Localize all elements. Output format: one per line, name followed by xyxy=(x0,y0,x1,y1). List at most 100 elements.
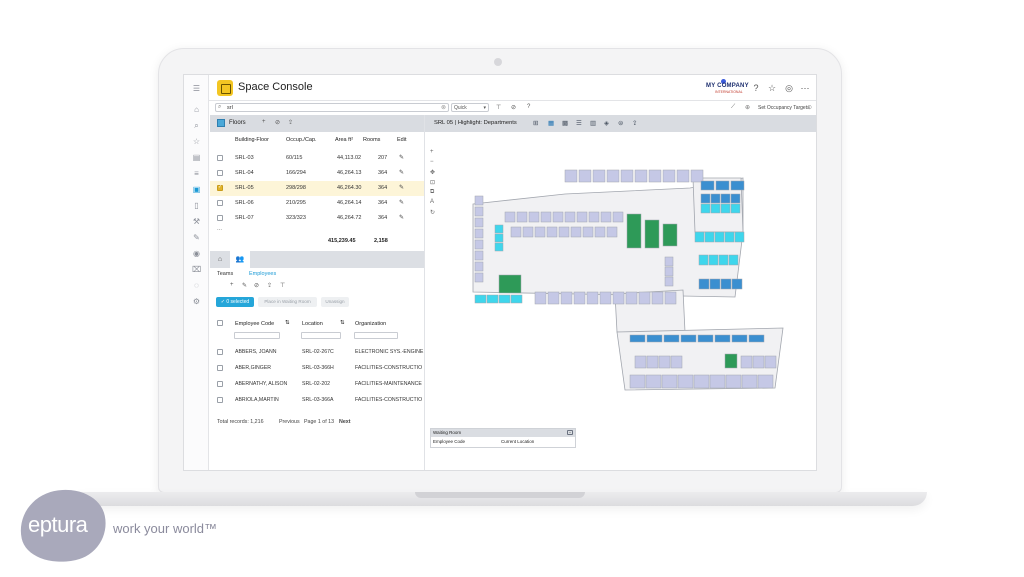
room[interactable] xyxy=(680,334,697,343)
room[interactable] xyxy=(720,193,731,204)
room[interactable] xyxy=(522,226,534,238)
room[interactable] xyxy=(718,254,729,266)
zoom-in-icon[interactable]: + xyxy=(430,149,434,155)
room[interactable] xyxy=(594,226,606,238)
room[interactable] xyxy=(715,180,730,191)
room[interactable] xyxy=(528,211,540,223)
room[interactable] xyxy=(677,374,694,389)
database-icon[interactable]: ⊜ xyxy=(618,120,624,127)
sort-icon[interactable]: ⇅ xyxy=(340,320,345,326)
row-checkbox[interactable] xyxy=(217,215,223,221)
room[interactable] xyxy=(725,374,742,389)
edit-icon[interactable]: ✎ xyxy=(399,200,405,206)
room[interactable] xyxy=(474,206,484,217)
room[interactable] xyxy=(474,239,484,250)
room[interactable] xyxy=(720,203,731,214)
search-input[interactable]: ⌕ srl ⊗ xyxy=(215,103,449,112)
room[interactable] xyxy=(709,278,721,290)
clear-icon[interactable]: ⊘ xyxy=(275,120,281,126)
edit-icon[interactable]: ✎ xyxy=(399,155,405,161)
room[interactable] xyxy=(731,278,743,290)
room[interactable] xyxy=(494,224,504,234)
list-icon[interactable]: ☰ xyxy=(576,120,582,127)
organization-filter[interactable] xyxy=(354,332,398,339)
room[interactable] xyxy=(728,254,739,266)
room[interactable] xyxy=(646,334,663,343)
col-organization[interactable]: Organization xyxy=(355,321,387,327)
room[interactable] xyxy=(612,211,624,223)
room[interactable] xyxy=(764,355,777,369)
add-icon[interactable]: + xyxy=(262,119,266,125)
floor-row[interactable]: SRL-06 210/295 46,264.14 364 ✎ xyxy=(210,196,424,211)
clear-search-icon[interactable]: ⊗ xyxy=(440,105,446,111)
room[interactable] xyxy=(588,211,600,223)
room[interactable] xyxy=(670,355,683,369)
home-icon[interactable]: ⌂ xyxy=(194,105,199,114)
user-icon[interactable]: ◎ xyxy=(785,83,793,93)
room-tiles[interactable] xyxy=(474,169,777,389)
room[interactable] xyxy=(730,193,741,204)
room[interactable] xyxy=(709,374,726,389)
room[interactable] xyxy=(540,211,552,223)
room[interactable] xyxy=(698,278,710,290)
room[interactable] xyxy=(600,211,612,223)
room[interactable] xyxy=(710,193,721,204)
floor-row-selected[interactable]: SRL-05 298/298 46,264.30 364 ✎ xyxy=(210,181,424,196)
minimize-icon[interactable]: − xyxy=(567,430,573,435)
room[interactable] xyxy=(474,228,484,239)
tab-teams[interactable]: Teams xyxy=(217,271,234,277)
previous-page-button[interactable]: Previous xyxy=(279,419,300,425)
employee-code-filter[interactable] xyxy=(234,332,280,339)
edit-icon[interactable]: ✎ xyxy=(399,170,405,176)
room[interactable] xyxy=(748,334,765,343)
room[interactable] xyxy=(700,193,711,204)
clear-icon[interactable]: ⊘ xyxy=(254,283,260,289)
room[interactable] xyxy=(494,233,504,243)
room[interactable] xyxy=(629,334,646,343)
room[interactable] xyxy=(634,355,647,369)
room[interactable] xyxy=(700,180,715,191)
room[interactable] xyxy=(664,256,674,267)
col-building-floor[interactable]: Building-Floor xyxy=(235,137,269,143)
tag-icon[interactable]: ◈ xyxy=(604,120,609,127)
room[interactable] xyxy=(564,169,578,183)
room[interactable] xyxy=(658,355,671,369)
space-console-icon[interactable]: ▣ xyxy=(192,185,201,194)
room[interactable] xyxy=(486,294,499,304)
room[interactable] xyxy=(731,334,748,343)
employee-row[interactable]: ABERNATHY, ALISON SRL-02-202 FACILITIES-… xyxy=(210,377,424,393)
text-icon[interactable]: A xyxy=(430,199,435,205)
export-icon[interactable]: ⇪ xyxy=(288,120,294,126)
document-icon[interactable]: ▯ xyxy=(194,201,199,210)
chart-bar-icon[interactable]: ▥ xyxy=(590,120,597,127)
room[interactable] xyxy=(474,294,487,304)
unassign-button[interactable]: Unassign xyxy=(321,297,349,307)
room[interactable] xyxy=(612,291,625,305)
location-filter[interactable] xyxy=(301,332,341,339)
room[interactable] xyxy=(724,231,735,243)
room[interactable] xyxy=(599,291,612,305)
room[interactable] xyxy=(534,226,546,238)
room[interactable] xyxy=(651,291,664,305)
room[interactable] xyxy=(752,355,765,369)
trash-icon[interactable]: ⌧ xyxy=(192,265,202,274)
wrench-icon[interactable]: ⚒ xyxy=(192,217,201,226)
row-checkbox[interactable] xyxy=(217,170,223,176)
row-checkbox[interactable] xyxy=(217,349,223,355)
room[interactable] xyxy=(474,272,484,283)
room[interactable] xyxy=(714,334,731,343)
room[interactable] xyxy=(570,226,582,238)
edit-icon[interactable]: ✎ xyxy=(399,185,405,191)
selected-count-button[interactable]: ✓ 0 selected xyxy=(216,297,254,307)
star-icon[interactable]: ☆ xyxy=(192,137,201,146)
search-mode-select[interactable]: Quick ▾ xyxy=(451,103,489,112)
room[interactable] xyxy=(730,180,745,191)
tab-occupancy-icon[interactable]: ⌂ xyxy=(217,256,223,263)
help-icon[interactable]: ? xyxy=(753,83,759,93)
room[interactable] xyxy=(626,213,642,249)
employee-row[interactable]: ABRIOLA,MARTIN SRL-03-366A FACILITIES-CO… xyxy=(210,393,424,409)
set-occupancy-targets-link[interactable]: Set Occupancy Targets xyxy=(758,105,810,111)
menu-icon[interactable]: ☰ xyxy=(192,84,201,93)
col-area[interactable]: Area ft² xyxy=(335,137,354,143)
filter-icon[interactable]: ⊤ xyxy=(280,283,286,289)
